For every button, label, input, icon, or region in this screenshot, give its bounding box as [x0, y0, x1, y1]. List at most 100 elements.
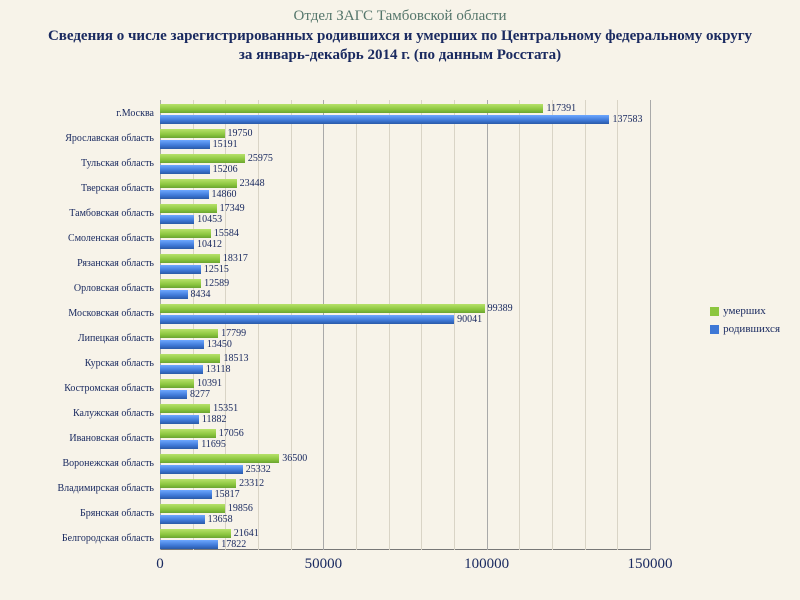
value-label-births: 15817: [215, 489, 240, 500]
bar-deaths: [160, 354, 220, 363]
chart-container: умерших родившихся 117391 137583 197501519…: [20, 100, 780, 590]
bar-deaths: [160, 104, 543, 113]
value-label-deaths: 117391: [546, 103, 576, 114]
bar-deaths: [160, 479, 236, 488]
subtitle: Сведения о числе зарегистрированных роди…: [40, 27, 760, 65]
bar-births: [160, 390, 187, 399]
gridline-minor: [585, 100, 586, 550]
bar-deaths: [160, 254, 220, 263]
bar-births: [160, 115, 609, 124]
x-tick-label: 0: [156, 556, 164, 573]
value-label-births: 14860: [212, 189, 237, 200]
category-label: Рязанская область: [20, 259, 154, 269]
bar-births: [160, 140, 210, 149]
legend-swatch-births: [710, 325, 719, 334]
bar-births: [160, 290, 188, 299]
value-label-births: 13450: [207, 339, 232, 350]
category-label: Владимирская область: [20, 484, 154, 494]
department-title: Отдел ЗАГС Тамбовской области: [0, 8, 800, 25]
value-label-deaths: 18513: [223, 353, 248, 364]
value-label-births: 10412: [197, 239, 222, 250]
bar-births: [160, 165, 210, 174]
value-label-births: 8434: [191, 289, 211, 300]
bar-births: [160, 340, 204, 349]
legend-swatch-deaths: [710, 307, 719, 316]
value-label-deaths: 36500: [282, 453, 307, 464]
value-label-births: 17822: [221, 539, 246, 550]
value-label-births: 11882: [202, 414, 227, 425]
category-label: Воронежская область: [20, 459, 154, 469]
value-label-births: 25332: [246, 464, 271, 475]
bar-deaths: [160, 454, 279, 463]
category-label: Тверская область: [20, 184, 154, 194]
value-label-births: 15206: [213, 164, 238, 175]
legend: умерших родившихся: [710, 305, 780, 341]
bar-births: [160, 540, 218, 549]
value-label-deaths: 21641: [234, 528, 259, 539]
bar-births: [160, 215, 194, 224]
bar-births: [160, 515, 205, 524]
bar-deaths: [160, 329, 218, 338]
value-label-births: 13118: [206, 364, 231, 375]
gridline-minor: [421, 100, 422, 550]
category-label: Брянская область: [20, 509, 154, 519]
slide: Отдел ЗАГС Тамбовской области Сведения о…: [0, 8, 800, 600]
value-label-deaths: 17056: [219, 428, 244, 439]
value-label-births: 137583: [612, 114, 642, 125]
legend-item-births: родившихся: [710, 323, 780, 335]
gridline-minor: [291, 100, 292, 550]
value-label-births: 10453: [197, 214, 222, 225]
category-label: Орловская область: [20, 284, 154, 294]
value-label-births: 8277: [190, 389, 210, 400]
category-label: Калужская область: [20, 409, 154, 419]
value-label-births: 13658: [208, 514, 233, 525]
bar-deaths: [160, 304, 485, 313]
value-label-deaths: 23312: [239, 478, 264, 489]
x-tick-label: 150000: [628, 556, 673, 573]
value-label-births: 12515: [204, 264, 229, 275]
gridline-major: [323, 100, 324, 550]
legend-label-births: родившихся: [723, 323, 780, 335]
bar-deaths: [160, 179, 237, 188]
value-label-births: 90041: [457, 314, 482, 325]
value-label-deaths: 25975: [248, 153, 273, 164]
gridline-minor: [552, 100, 553, 550]
bar-deaths: [160, 279, 201, 288]
gridline-minor: [356, 100, 357, 550]
bar-deaths: [160, 204, 217, 213]
gridline-minor: [617, 100, 618, 550]
category-label: Ивановская область: [20, 434, 154, 444]
value-label-births: 15191: [213, 139, 238, 150]
category-label: Липецкая область: [20, 334, 154, 344]
category-label: Курская область: [20, 359, 154, 369]
value-label-deaths: 19856: [228, 503, 253, 514]
x-tick-label: 100000: [464, 556, 509, 573]
category-label: Смоленская область: [20, 234, 154, 244]
bar-deaths: [160, 129, 225, 138]
x-tick-label: 50000: [305, 556, 343, 573]
bar-births: [160, 240, 194, 249]
category-label: Московская область: [20, 309, 154, 319]
gridline-minor: [389, 100, 390, 550]
legend-label-deaths: умерших: [723, 305, 766, 317]
value-label-deaths: 18317: [223, 253, 248, 264]
bar-births: [160, 365, 203, 374]
bar-deaths: [160, 529, 231, 538]
category-label: Костромская область: [20, 384, 154, 394]
gridline-minor: [519, 100, 520, 550]
value-label-deaths: 15584: [214, 228, 239, 239]
bar-births: [160, 315, 454, 324]
value-label-deaths: 17799: [221, 328, 246, 339]
bar-births: [160, 440, 198, 449]
category-label: Белгородская область: [20, 534, 154, 544]
bar-births: [160, 265, 201, 274]
category-label: Тульская область: [20, 159, 154, 169]
category-label: Тамбовская область: [20, 209, 154, 219]
bar-births: [160, 190, 209, 199]
value-label-deaths: 99389: [488, 303, 513, 314]
plot-area: 1173911375831975015191259751520623448148…: [160, 100, 650, 550]
bar-deaths: [160, 229, 211, 238]
value-label-deaths: 19750: [228, 128, 253, 139]
gridline-major: [487, 100, 488, 550]
bar-births: [160, 490, 212, 499]
